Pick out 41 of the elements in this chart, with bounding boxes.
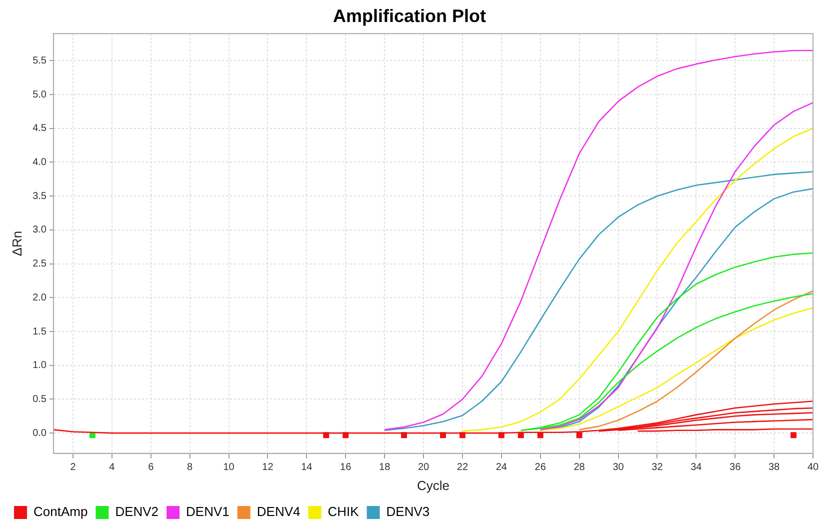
y-axis-title: ΔRn: [9, 230, 24, 256]
x-tick-label: 40: [807, 462, 819, 474]
x-tick-label: 18: [379, 462, 391, 474]
legend-label: DENV3: [386, 504, 430, 520]
x-tick-label: 8: [187, 462, 194, 474]
y-tick-label: 1.0: [32, 360, 47, 372]
y-tick-label: 2.0: [32, 292, 47, 304]
legend-label: CHIK: [328, 504, 360, 520]
x-tick-label: 36: [730, 462, 742, 474]
y-tick-label: 3.0: [32, 224, 47, 236]
x-tick-label: 38: [768, 462, 780, 474]
y-tick-label: 1.5: [32, 326, 47, 338]
x-tick-label: 26: [534, 462, 546, 474]
x-tick-label: 24: [496, 462, 508, 474]
x-tick-label: 34: [690, 462, 702, 474]
legend-label: DENV2: [115, 504, 159, 520]
y-tick-label: 4.0: [32, 157, 47, 168]
x-tick-label: 30: [612, 462, 624, 474]
x-tick-label: 32: [652, 462, 664, 474]
y-tick-label: 5.5: [32, 55, 47, 66]
x-tick-label: 28: [574, 462, 586, 474]
x-tick-label: 4: [109, 462, 116, 474]
legend-label: DENV1: [186, 504, 230, 520]
x-tick-label: 10: [223, 462, 235, 474]
y-tick-label: 0.5: [32, 394, 47, 405]
y-tick-label: 0.0: [32, 428, 47, 439]
x-tick-label: 14: [301, 462, 313, 474]
legend-label: DENV4: [256, 504, 300, 520]
legend-label: ContAmp: [34, 504, 88, 520]
y-tick-label: 5.0: [32, 89, 47, 100]
y-tick-label: 3.5: [32, 190, 47, 202]
x-tick-label: 16: [340, 462, 352, 474]
x-tick-label: 6: [148, 462, 154, 474]
x-tick-label: 22: [456, 462, 468, 474]
x-tick-label: 20: [418, 462, 430, 474]
x-tick-label: 2: [70, 462, 76, 474]
x-tick-label: 12: [262, 462, 274, 474]
chart-title: Amplification Plot: [333, 6, 486, 26]
y-tick-label: 4.5: [32, 123, 47, 134]
x-axis-title: Cycle: [416, 478, 450, 493]
y-tick-label: 2.5: [32, 258, 47, 270]
